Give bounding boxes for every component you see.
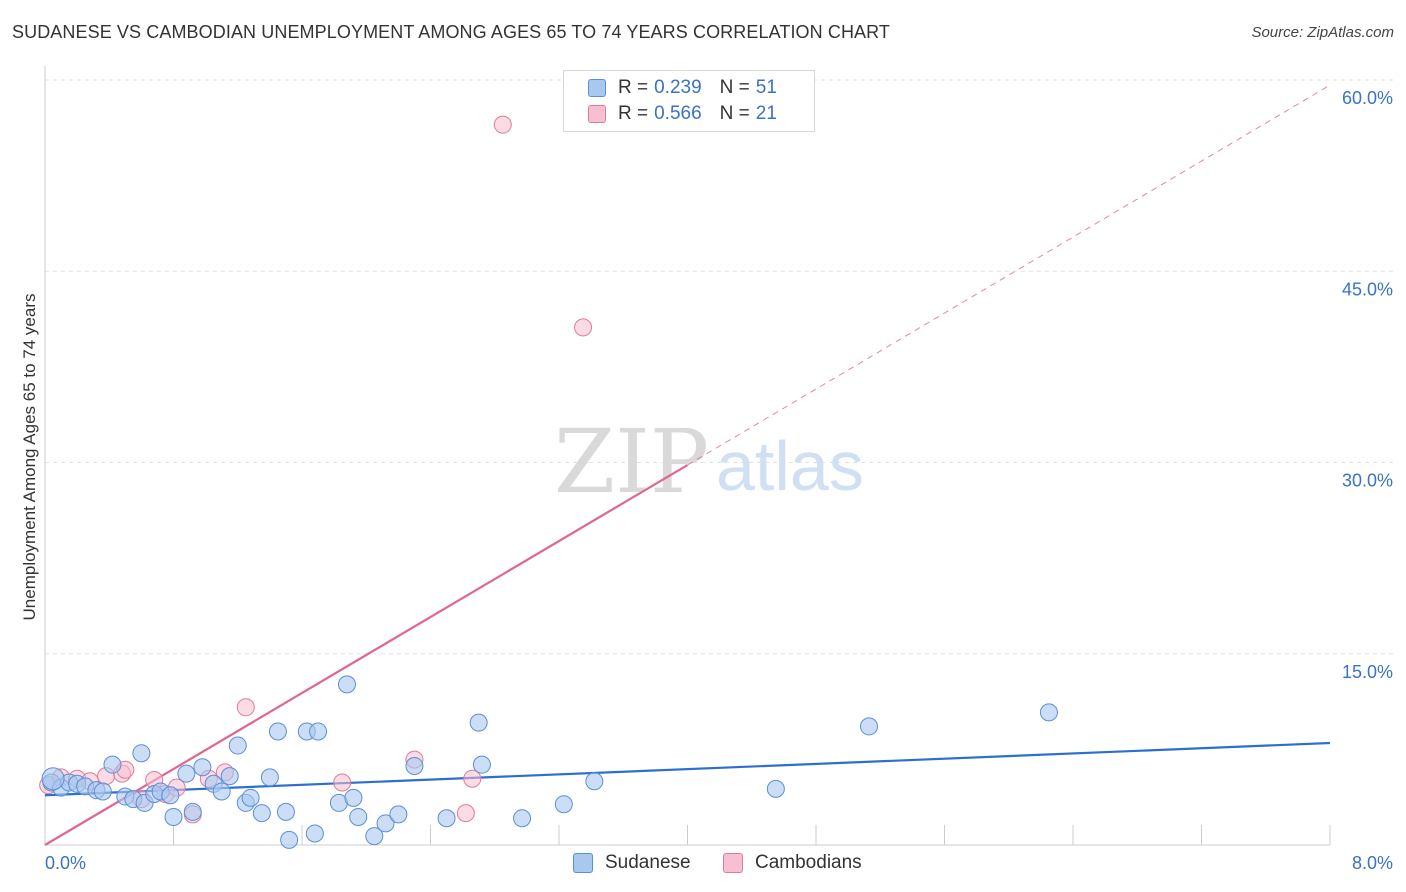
- sudanese-point: [337, 675, 356, 694]
- cambodians-point: [333, 773, 352, 792]
- sudanese-point: [220, 767, 239, 786]
- legend-row-cambodians: R = 0.566 N = 21: [588, 102, 777, 126]
- y-axis-label: Unemployment Among Ages 65 to 74 years: [20, 294, 39, 621]
- y-tick-labels: 15.0% 30.0% 45.0% 60.0%: [1342, 88, 1393, 682]
- sudanese-point: [309, 722, 328, 741]
- legend-cambodians-swatch: [723, 853, 743, 873]
- cambodians-r-value: 0.566: [654, 103, 702, 124]
- trendlines: [44, 84, 1331, 846]
- sudanese-point: [1039, 703, 1058, 722]
- sudanese-point: [389, 805, 408, 824]
- sudanese-point: [164, 807, 183, 826]
- cambodians-point: [456, 804, 475, 823]
- sudanese-r-value: 0.239: [654, 77, 702, 98]
- sudanese-point: [376, 814, 395, 833]
- sudanese-point: [344, 788, 363, 807]
- axes: [44, 66, 1331, 846]
- x-tick-labels: 0.0% 8.0%: [45, 853, 1393, 873]
- y-tick-label: 60.0%: [1342, 88, 1393, 108]
- legend-item-sudanese: Sudanese: [573, 852, 691, 874]
- sudanese-point: [41, 767, 65, 791]
- sudanese-point: [513, 809, 532, 828]
- legend-sudanese-swatch: [573, 853, 593, 873]
- sudanese-point: [161, 786, 180, 805]
- sudanese-point: [268, 722, 287, 741]
- sudanese-point: [860, 717, 879, 736]
- sudanese-point: [177, 764, 196, 783]
- series-legend: Sudanese Cambodians: [0, 852, 1406, 876]
- sudanese-point: [280, 830, 299, 849]
- sudanese-trendline: [44, 741, 1331, 797]
- sudanese-point: [193, 758, 212, 777]
- cambodians-points: [39, 115, 593, 824]
- sudanese-point: [212, 782, 231, 801]
- sudanese-point: [365, 827, 384, 846]
- y-tick-label: 45.0%: [1342, 279, 1393, 299]
- sudanese-point: [405, 756, 424, 775]
- sudanese-n-value: 51: [755, 77, 777, 98]
- sudanese-n-label: N =: [719, 77, 750, 98]
- sudanese-point: [554, 795, 573, 814]
- legend-sudanese-label: Sudanese: [605, 852, 691, 873]
- sudanese-point: [103, 755, 122, 774]
- legend-cambodians-label: Cambodians: [755, 852, 862, 873]
- cambodians-point: [236, 698, 255, 717]
- sudanese-point: [252, 804, 271, 823]
- cambodians-swatch: [588, 105, 606, 123]
- sudanese-point: [241, 788, 260, 807]
- sudanese-point: [766, 779, 785, 798]
- x-tick-label: 0.0%: [45, 853, 86, 873]
- cambodians-r-label: R =: [618, 103, 649, 124]
- legend-item-cambodians: Cambodians: [723, 852, 862, 874]
- watermark: ZIP atlas: [554, 410, 864, 513]
- sudanese-point: [437, 809, 456, 828]
- source-label: Source: ZipAtlas.com: [1251, 24, 1394, 41]
- cambodians-trendline: [687, 84, 1331, 466]
- cambodians-point: [574, 318, 593, 337]
- sudanese-point: [132, 744, 151, 763]
- sudanese-r-label: R =: [618, 77, 649, 98]
- y-tick-label: 30.0%: [1342, 471, 1393, 491]
- sudanese-point: [228, 736, 247, 755]
- sudanese-point: [585, 772, 604, 791]
- sudanese-point: [276, 802, 295, 821]
- chart-title: SUDANESE VS CAMBODIAN UNEMPLOYMENT AMONG…: [12, 22, 891, 42]
- cambodians-point: [493, 115, 512, 134]
- sudanese-point: [349, 807, 368, 826]
- sudanese-swatch: [588, 79, 606, 97]
- sudanese-point: [183, 802, 202, 821]
- sudanese-point: [305, 824, 324, 843]
- sudanese-point: [93, 782, 112, 801]
- cambodians-n-label: N =: [719, 103, 750, 124]
- y-tick-label: 15.0%: [1342, 662, 1393, 682]
- correlation-legend: R = 0.239 N = 51 R = 0.566 N = 21: [563, 70, 815, 132]
- legend-row-sudanese: R = 0.239 N = 51: [588, 76, 777, 100]
- sudanese-points: [41, 675, 1058, 849]
- sudanese-point: [472, 755, 491, 774]
- x-tick-label: 8.0%: [1352, 853, 1393, 873]
- sudanese-point: [469, 713, 488, 732]
- sudanese-point: [260, 768, 279, 787]
- watermark-zip: ZIP: [554, 410, 709, 513]
- cambodians-point: [463, 769, 482, 788]
- cambodians-n-value: 21: [755, 103, 777, 124]
- watermark-atlas: atlas: [716, 427, 864, 505]
